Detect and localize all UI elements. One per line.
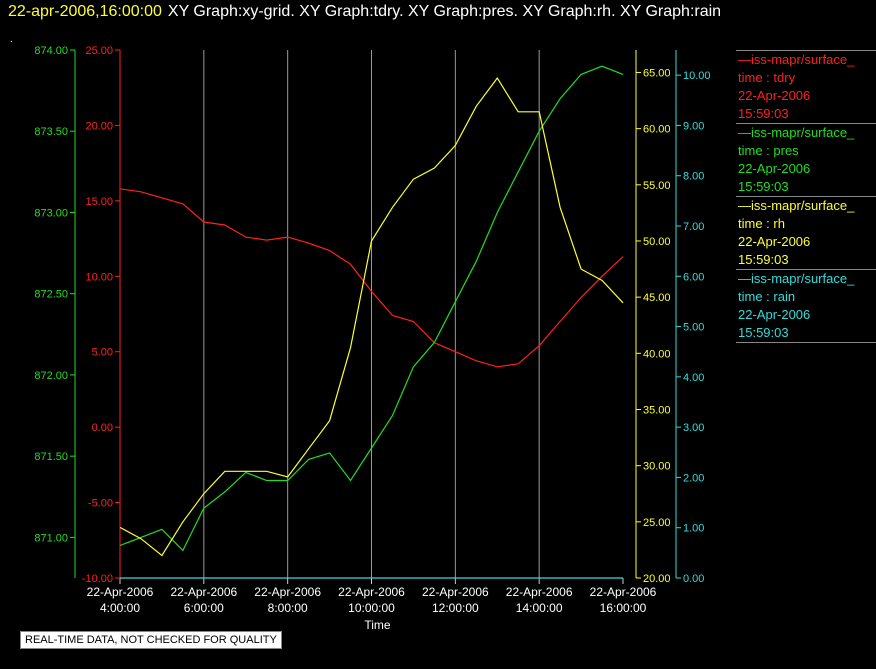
legend-variable: time : tdry	[738, 70, 796, 85]
legend-date: 22-Apr-2006	[738, 88, 811, 103]
rain-tick-label: 4.00	[683, 372, 704, 384]
x-tick-label-date: 22-Apr-2006	[506, 585, 573, 599]
rh-tick-label: 50.00	[643, 236, 671, 248]
legend-variable: time : pres	[738, 143, 799, 158]
legend-time: 15:59:03	[738, 325, 789, 340]
legend-source: —iss-mapr/surface_	[738, 125, 855, 140]
rain-tick-label: 10.00	[683, 70, 711, 82]
legend-entry-2: —iss-mapr/surface_time : rh 22-Apr-2006 15…	[736, 196, 876, 269]
legend: —iss-mapr/surface_ time : tdry 22-Apr-2006…	[736, 50, 876, 343]
rh-tick-label: 60.00	[643, 124, 671, 136]
legend-date: 22-Apr-2006	[738, 234, 811, 249]
legend-time: 15:59:03	[738, 106, 789, 121]
tdry-tick-label: 5.00	[92, 347, 113, 359]
rh-tick-label: 20.00	[643, 573, 671, 585]
legend-time: 15:59:03	[738, 179, 789, 194]
x-tick-label-time: 6:00:00	[184, 601, 224, 615]
rain-tick-label: 8.00	[683, 171, 704, 183]
tdry-tick-label: 15.00	[85, 196, 113, 208]
x-axis-label: Time	[364, 618, 391, 632]
tdry-series-line	[119, 188, 624, 368]
tdry-tick-label: 20.00	[85, 120, 113, 132]
rain-tick-label: 0.00	[683, 573, 704, 585]
rh-tick-label: 30.00	[643, 461, 671, 473]
legend-source: —iss-mapr/surface_	[738, 198, 855, 213]
x-tick-label-date: 22-Apr-2006	[254, 585, 321, 599]
legend-entry-3: —iss-mapr/surface_time : rain 22-Apr-2006…	[736, 269, 876, 342]
legend-entry-0: —iss-mapr/surface_time : tdry 22-Apr-2006…	[736, 50, 876, 123]
header-graph-list: XY Graph:xy-grid. XY Graph:tdry. XY Grap…	[167, 3, 722, 20]
pres-tick-label: 874.00	[34, 45, 68, 57]
tdry-tick-label: -10.00	[82, 573, 113, 585]
x-tick-label-date: 22-Apr-2006	[590, 585, 657, 599]
legend-date: 22-Apr-2006	[738, 307, 811, 322]
x-tick-label-date: 22-Apr-2006	[422, 585, 489, 599]
x-tick-label-time: 10:00:00	[348, 601, 395, 615]
legend-end-rule	[736, 342, 876, 343]
legend-variable: time : rain	[738, 289, 796, 304]
x-tick-label-date: 22-Apr-2006	[87, 585, 154, 599]
x-tick-label-date: 22-Apr-2006	[338, 585, 405, 599]
header: 22-apr-2006,16:00:00 XY Graph:xy-grid. XY…	[8, 3, 721, 21]
rh-tick-label: 45.00	[643, 292, 671, 304]
rain-tick-label: 3.00	[683, 422, 704, 434]
legend-entry-1: —iss-mapr/surface_time : pres 22-Apr-2006…	[736, 123, 876, 196]
rain-tick-label: 2.00	[683, 472, 704, 484]
legend-date: 22-Apr-2006	[738, 161, 811, 176]
header-timestamp: 22-apr-2006,16:00:00	[8, 3, 162, 20]
rh-series-line	[119, 77, 624, 557]
pres-tick-label: 873.50	[34, 126, 68, 138]
tdry-tick-label: 0.00	[92, 422, 113, 434]
rain-tick-label: 9.00	[683, 120, 704, 132]
legend-time: 15:59:03	[738, 252, 789, 267]
rh-tick-label: 35.00	[643, 404, 671, 416]
x-tick-label-time: 12:00:00	[432, 601, 479, 615]
tdry-tick-label: -5.00	[88, 498, 113, 510]
corner-dot: .	[10, 34, 13, 45]
legend-source: —iss-mapr/surface_	[738, 271, 855, 286]
rh-tick-label: 55.00	[643, 180, 671, 192]
rain-tick-label: 6.00	[683, 271, 704, 283]
tdry-tick-label: 25.00	[85, 45, 113, 57]
x-tick-label-date: 22-Apr-2006	[170, 585, 237, 599]
quality-notice: REAL-TIME DATA, NOT CHECKED FOR QUALITY	[20, 631, 282, 649]
rh-tick-label: 40.00	[643, 348, 671, 360]
pres-tick-label: 872.50	[34, 289, 68, 301]
x-tick-label-time: 14:00:00	[516, 601, 563, 615]
pres-tick-label: 872.00	[34, 370, 68, 382]
legend-variable: time : rh	[738, 216, 785, 231]
pres-tick-label: 873.00	[34, 207, 68, 219]
rh-tick-label: 65.00	[643, 67, 671, 79]
pres-series-line	[119, 65, 624, 552]
rain-tick-label: 7.00	[683, 221, 704, 233]
tdry-tick-label: 10.00	[85, 271, 113, 283]
x-tick-label-time: 8:00:00	[268, 601, 308, 615]
x-tick-label-time: 16:00:00	[600, 601, 647, 615]
rain-tick-label: 5.00	[683, 322, 704, 334]
rh-tick-label: 25.00	[643, 517, 671, 529]
legend-source: —iss-mapr/surface_	[738, 52, 855, 67]
x-tick-label-time: 4:00:00	[100, 601, 140, 615]
pres-tick-label: 871.50	[34, 451, 68, 463]
pres-tick-label: 871.00	[34, 532, 68, 544]
rain-tick-label: 1.00	[683, 523, 704, 535]
